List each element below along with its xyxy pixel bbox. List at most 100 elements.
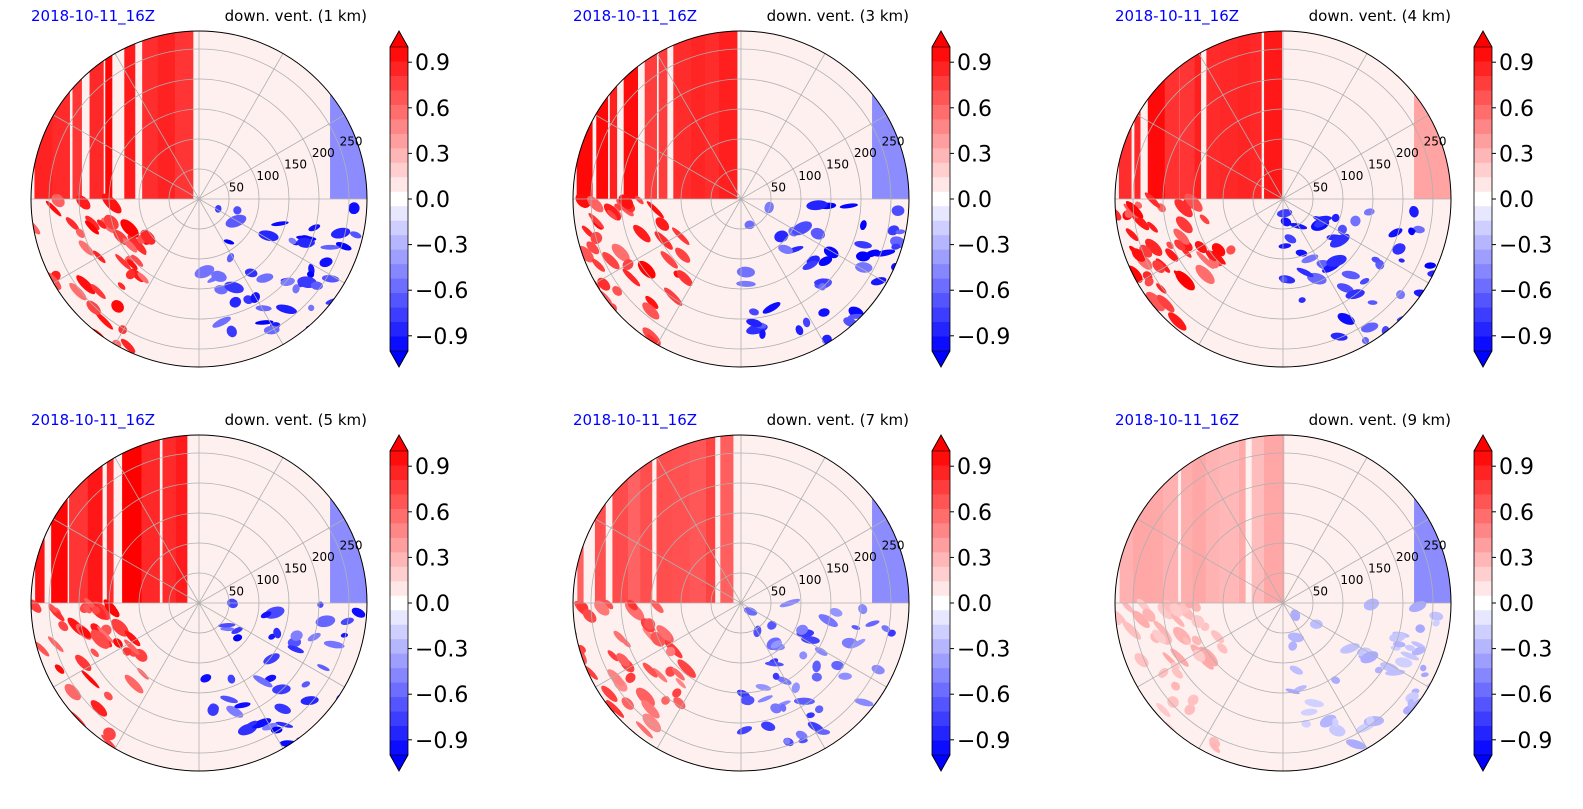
- field-blob: [1132, 610, 1150, 629]
- angular-grid-line: [656, 602, 742, 749]
- colorbar-band: [1474, 581, 1492, 597]
- field-blob: [1156, 294, 1175, 313]
- angular-grid-line: [595, 198, 742, 284]
- field-blob: [90, 284, 106, 300]
- field-blob: [1345, 289, 1365, 300]
- field-blob: [120, 338, 136, 354]
- field-blob: [330, 326, 337, 332]
- colorbar-band: [1474, 537, 1492, 553]
- field-blob: [831, 660, 844, 671]
- field-blob: [124, 639, 140, 656]
- field-blob: [594, 600, 610, 616]
- field-blob: [1360, 651, 1379, 664]
- polar-panel: 50 100 150 200 250 2018-10-11_16Z down. vent. …: [1103, 411, 1452, 772]
- field-stripe: [673, 31, 692, 199]
- field-blob: [31, 284, 38, 296]
- angular-grid-line: [740, 602, 887, 688]
- field-blob: [1374, 666, 1383, 674]
- field-stripe: [105, 31, 113, 199]
- field-blob: [673, 697, 686, 710]
- field-blob: [544, 231, 555, 242]
- field-blob: [1152, 629, 1167, 644]
- colorbar-outline: [1473, 434, 1493, 772]
- field-blob: [1174, 198, 1193, 218]
- angular-grid-line: [198, 602, 284, 749]
- colorbar-band: [1474, 162, 1492, 178]
- field-blob: [212, 316, 231, 328]
- field-blob: [1431, 321, 1450, 333]
- field-blob: [586, 241, 600, 255]
- field-blob: [1171, 667, 1183, 679]
- field-blob: [226, 253, 235, 263]
- field-blob: [1184, 704, 1196, 716]
- field-blob: [1389, 632, 1406, 643]
- colorbar-band: [390, 465, 408, 481]
- field-blob: [886, 331, 906, 342]
- field-blob: [335, 241, 352, 251]
- colorbar-tick-label: 0.0: [415, 592, 450, 617]
- field-blob: [86, 300, 101, 315]
- field-blob: [85, 215, 100, 231]
- field-blob: [622, 268, 641, 287]
- field-blob: [1300, 708, 1318, 716]
- field-stripe: [35, 435, 45, 603]
- field-blob: [778, 244, 793, 255]
- colorbar-extend-min: [1473, 350, 1493, 368]
- field-blob: [117, 282, 126, 290]
- radial-tick-label: 200: [854, 146, 877, 160]
- field-blob: [300, 696, 319, 706]
- field-blob: [1165, 248, 1179, 262]
- field-blob: [320, 244, 340, 250]
- colorbar-band: [1474, 668, 1492, 684]
- field-blob: [255, 320, 274, 325]
- field-blob: [96, 626, 114, 643]
- field-blob: [76, 275, 96, 295]
- field-blob: [34, 641, 50, 657]
- field-blob: [1199, 214, 1210, 225]
- field-blob: [676, 270, 693, 287]
- polar-panel: 50 100 150 200 250 2018-10-11_16Z down. vent. …: [544, 7, 910, 368]
- field-blob: [1121, 600, 1134, 613]
- field-blob: [1304, 699, 1324, 708]
- colorbar-band: [932, 235, 950, 251]
- field-blob: [1289, 665, 1303, 675]
- field-blob: [308, 304, 315, 312]
- colorbar-band: [1474, 523, 1492, 539]
- field-blob: [1411, 641, 1426, 649]
- angular-grid-line: [198, 457, 284, 604]
- field-blob: [273, 627, 282, 639]
- radial-tick-label: 150: [826, 562, 849, 576]
- field-stripe: [689, 435, 710, 603]
- field-blob: [350, 231, 362, 239]
- radial-tick-label: 250: [340, 539, 363, 553]
- field-blob: [1398, 258, 1405, 263]
- field-blob: [1329, 724, 1346, 737]
- field-stripe: [1194, 31, 1202, 199]
- field-blob: [1, 254, 17, 270]
- field-blob: [90, 648, 99, 658]
- field-blob: [0, 623, 17, 641]
- angular-grid-line: [1282, 518, 1429, 604]
- field-blob: [1395, 657, 1413, 668]
- polar-frame: [572, 30, 910, 368]
- field-blob: [607, 669, 625, 687]
- angular-grid-line: [198, 53, 284, 200]
- field-blob: [1404, 644, 1416, 652]
- polar-frame: [30, 30, 368, 368]
- panel-date-label: 2018-10-11_16Z: [573, 7, 697, 26]
- field-blob: [891, 205, 905, 216]
- field-blob: [1396, 290, 1406, 300]
- field-blob: [31, 288, 47, 308]
- field-blob: [625, 672, 636, 683]
- field-stripe: [89, 31, 104, 199]
- colorbar: 0.9 0.6 0.3 0.0 −0.3 −0.6 −0.9: [1473, 434, 1552, 772]
- field-stripe: [720, 435, 734, 603]
- colorbar-band: [932, 537, 950, 553]
- field-blob: [251, 718, 272, 729]
- field-blob: [1103, 675, 1116, 688]
- field-blob: [645, 295, 659, 309]
- colorbar-band: [1474, 264, 1492, 280]
- field-blob: [1301, 719, 1311, 728]
- field-blob: [1408, 601, 1427, 613]
- colorbar-band: [390, 264, 408, 280]
